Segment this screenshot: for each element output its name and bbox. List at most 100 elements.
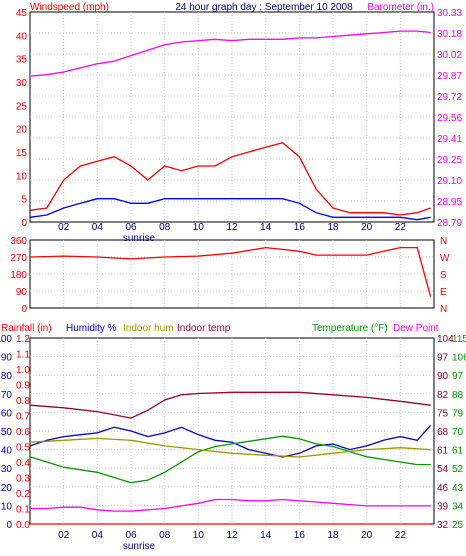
temperature-tick-label-alt: 115 (452, 334, 466, 345)
chart-title: 24 hour graph day : September 10 2008 (175, 2, 353, 13)
x-tick-label: 12 (226, 530, 238, 541)
rainfall-tick-label: 0.3 (16, 474, 30, 485)
rainfall-tick-label: 0.5 (16, 443, 30, 454)
rainfall-tick-label: 0.0 (16, 520, 30, 531)
humidity-tick-label: 60 (1, 408, 13, 419)
barometer-tick-label: 30.18 (437, 29, 462, 40)
rainfall-tick-label: 1.1 (16, 350, 30, 361)
x-tick-label: 10 (193, 222, 205, 233)
x-tick-label: 22 (395, 222, 407, 233)
temperature-tick-label-alt: 97 (452, 371, 464, 382)
humidity-tick-label: 30 (1, 464, 13, 475)
rainfall-tick-label: 1.0 (16, 365, 30, 376)
barometer-axis-title: Barometer (in.) (367, 2, 434, 13)
barometer-tick-label: 29.72 (437, 92, 462, 103)
barometer-tick-label: 30.02 (437, 50, 462, 61)
x-tick-label: 08 (159, 530, 171, 541)
sunrise-label-top: sunrise (123, 233, 156, 244)
x-tick-label: 18 (327, 530, 339, 541)
humidity-series (29, 424, 432, 458)
compass-label: E (440, 287, 447, 298)
x-tick-label: 02 (58, 530, 70, 541)
temperature-tick-label: 61 (437, 446, 449, 457)
temperature-series (29, 435, 431, 484)
indoor-humidity-series (29, 437, 431, 458)
rainfall-tick-label: 0.7 (16, 412, 30, 423)
temperature-tick-label-alt: 52 (452, 464, 464, 475)
compass-label: N (440, 236, 447, 247)
rainfall-tick-label: 0.6 (16, 427, 30, 438)
temperature-tick-label: 46 (437, 483, 449, 494)
humidity-tick-label: 70 (1, 390, 13, 401)
dew-point-series (30, 498, 431, 512)
barometer-tick-label: 28.95 (437, 197, 462, 208)
rainfall-tick-label: 0.9 (16, 381, 30, 392)
temperature-tick-label: 104 (437, 334, 454, 345)
x-tick-label: 06 (125, 530, 137, 541)
barometer-series (29, 30, 431, 77)
dew-point-legend: Dew Point (393, 323, 439, 334)
barometer-tick-label: 29.56 (437, 113, 462, 124)
compass-label: N (440, 304, 447, 315)
temperature-tick-label: 82 (437, 390, 449, 401)
humidity-tick-label: 20 (1, 483, 13, 494)
direction-tick-label: 180 (10, 270, 27, 281)
windspeed-tick-label: 45 (16, 8, 28, 19)
windspeed-tick-label: 0 (21, 218, 27, 229)
direction-tick-label: 0 (21, 304, 27, 315)
windspeed-tick-label: 5 (21, 195, 27, 206)
compass-label: S (440, 270, 447, 281)
windspeed-tick-label: 30 (16, 78, 28, 89)
x-tick-label: 20 (361, 222, 373, 233)
barometer-tick-label: 29.25 (437, 155, 462, 166)
windspeed-tick-label: 35 (16, 55, 28, 66)
x-tick-label: 08 (159, 222, 171, 233)
rainfall-tick-label: 0.2 (16, 489, 30, 500)
temperature-tick-label-alt: 106 (452, 353, 466, 364)
barometer-tick-label: 29.41 (437, 134, 462, 145)
x-tick-label: 14 (260, 222, 272, 233)
humidity-tick-label: 90 (1, 353, 13, 364)
temperature-tick-label: 97 (437, 353, 449, 364)
barometer-tick-label: 30.33 (437, 8, 462, 19)
temperature-tick-label-alt: 79 (452, 408, 464, 419)
rainfall-tick-label: 1.2 (16, 334, 30, 345)
compass-label: W (440, 253, 450, 264)
wind-average-series (29, 198, 431, 221)
humidity-tick-label: 40 (1, 446, 13, 457)
direction-tick-label: 90 (16, 287, 28, 298)
windspeed-tick-label: 10 (16, 171, 28, 182)
barometer-tick-label: 29.10 (437, 176, 462, 187)
wind-gust-series (29, 141, 431, 216)
x-tick-label: 02 (58, 222, 70, 233)
windspeed-axis-title: Windspeed (mph) (30, 2, 109, 13)
windspeed-tick-label: 25 (16, 101, 28, 112)
temperature-tick-label: 90 (437, 371, 449, 382)
humidity-legend: Humidity % (66, 323, 117, 334)
x-tick-label: 16 (294, 222, 306, 233)
x-tick-label: 14 (260, 530, 272, 541)
indoor-temp-series (29, 391, 431, 419)
x-tick-label: 22 (395, 530, 407, 541)
rainfall-tick-label: 0.1 (16, 505, 30, 516)
temperature-tick-label-alt: 70 (452, 427, 464, 438)
humidity-tick-label: 80 (1, 371, 13, 382)
rainfall-tick-label: 0.4 (16, 458, 30, 469)
temperature-tick-label: 68 (437, 427, 449, 438)
temperature-tick-label-alt: 61 (452, 446, 464, 457)
humidity-tick-label: 10 (1, 501, 13, 512)
direction-tick-label: 270 (10, 253, 27, 264)
x-tick-label: 04 (92, 222, 104, 233)
temperature-tick-label: 32 (437, 520, 449, 531)
x-tick-label: 16 (294, 530, 306, 541)
temperature-legend: Temperature (°F) (312, 323, 388, 334)
barometer-tick-label: 29.87 (437, 71, 462, 82)
indoor-humidity-legend: Indoor hum (123, 323, 174, 334)
rainfall-tick-label: 0.8 (16, 396, 30, 407)
humidity-tick-label: 0 (6, 520, 12, 531)
barometer-tick-label: 28.79 (437, 218, 462, 229)
humidity-tick-label: 100 (0, 334, 12, 345)
sunrise-label-bottom: sunrise (123, 541, 156, 552)
temperature-tick-label-alt: 34 (452, 501, 464, 512)
